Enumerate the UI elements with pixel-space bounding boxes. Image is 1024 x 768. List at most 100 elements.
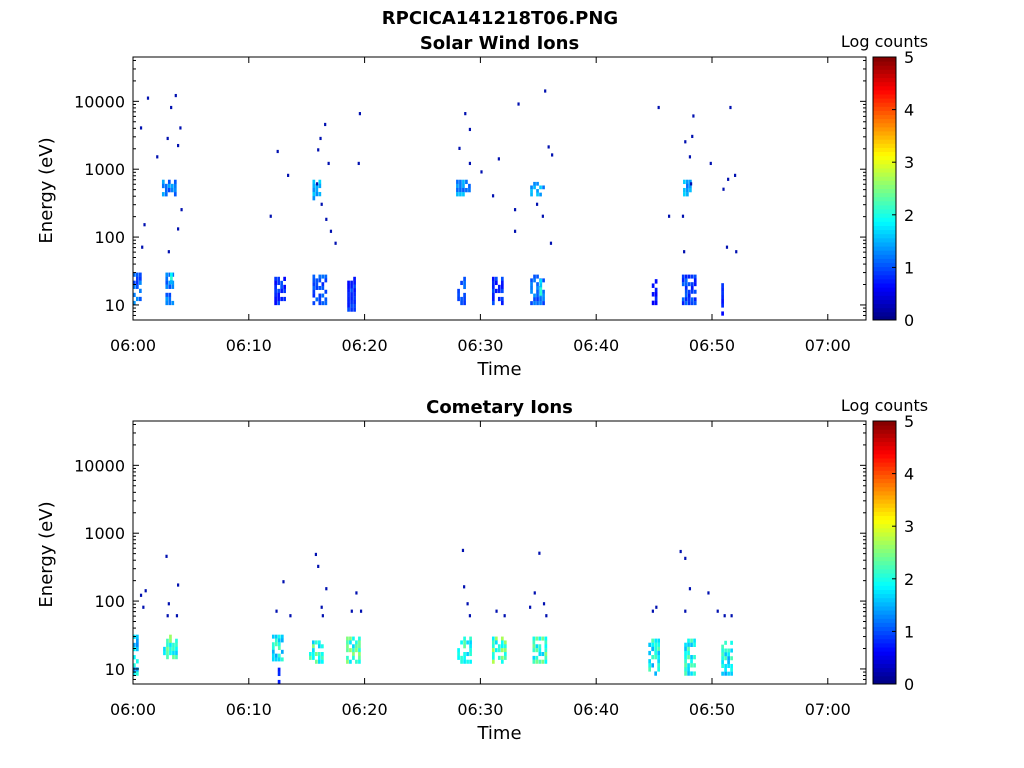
heatmap-cell xyxy=(459,187,462,193)
heatmap-cell xyxy=(690,642,693,648)
heatmap-point xyxy=(357,161,360,166)
heatmap-point xyxy=(334,241,337,245)
heatmap-cell xyxy=(352,655,355,660)
heatmap-point xyxy=(174,93,177,98)
heatmap-cell xyxy=(170,187,174,193)
heatmap-cell xyxy=(654,287,658,293)
heatmap-cell xyxy=(139,276,142,281)
heatmap-cell xyxy=(352,651,355,657)
heatmap-point xyxy=(175,614,179,618)
x-tick-label: 06:20 xyxy=(342,336,388,355)
x-tick-label: 06:10 xyxy=(226,700,272,719)
heatmap-cell xyxy=(687,638,690,643)
heatmap-cell xyxy=(350,296,353,301)
heatmap-cell xyxy=(684,650,687,656)
heatmap-point xyxy=(716,609,719,613)
heatmap-cell xyxy=(533,293,536,298)
heatmap-point xyxy=(282,580,285,584)
heatmap-cell xyxy=(724,671,727,676)
heatmap-cell xyxy=(168,284,172,289)
heatmap-cell xyxy=(500,280,504,286)
heatmap-point xyxy=(535,202,539,206)
heatmap-point xyxy=(320,605,323,609)
heatmap-cell xyxy=(468,183,471,189)
heatmap-cell xyxy=(721,291,724,296)
y-axis-label: Energy (eV) xyxy=(36,501,57,607)
heatmap-point xyxy=(513,229,517,233)
heatmap-cell xyxy=(312,179,316,185)
heatmap-cell xyxy=(347,288,350,293)
heatmap-cell xyxy=(683,192,686,197)
heatmap-cell xyxy=(657,646,661,652)
heatmap-cell xyxy=(309,651,312,657)
heatmap-point xyxy=(320,202,323,206)
heatmap-cell xyxy=(315,651,318,657)
heatmap-point xyxy=(651,609,654,613)
heatmap-cell xyxy=(648,642,652,648)
heatmap-cell xyxy=(657,642,661,648)
heatmap-cell xyxy=(315,183,319,189)
heatmap-point xyxy=(725,245,729,249)
y-axis-label: Energy (eV) xyxy=(36,137,57,243)
heatmap-cell xyxy=(689,179,692,185)
heatmap-point xyxy=(730,614,733,618)
heatmap-cell xyxy=(532,640,536,645)
heatmap-cell xyxy=(456,183,459,189)
heatmap-cell xyxy=(274,284,277,290)
heatmap-cell xyxy=(139,288,142,293)
heatmap-point xyxy=(733,173,737,177)
heatmap-cell xyxy=(283,288,286,294)
heatmap-cell xyxy=(312,196,316,201)
heatmap-cell xyxy=(459,192,462,197)
heatmap-cell xyxy=(139,296,142,302)
heatmap-cell xyxy=(681,301,685,306)
heatmap-point xyxy=(688,587,692,591)
heatmap-cell xyxy=(171,284,175,289)
heatmap-cell xyxy=(690,659,693,664)
heatmap-cell xyxy=(353,299,356,305)
heatmap-cell xyxy=(654,642,658,648)
plot-frame xyxy=(132,56,867,321)
heatmap-cell xyxy=(358,659,361,664)
heatmap-cell xyxy=(353,280,356,285)
heatmap-cell xyxy=(349,636,352,641)
heatmap-cell xyxy=(536,297,539,302)
heatmap-cell xyxy=(460,300,463,306)
heatmap-cell xyxy=(541,659,545,664)
heatmap-cell xyxy=(136,659,139,664)
colorbar-label: Log counts xyxy=(841,396,928,415)
heatmap-point xyxy=(146,96,150,100)
heatmap-cell xyxy=(491,292,495,298)
x-tick-label: 06:00 xyxy=(110,700,156,719)
heatmap-cell xyxy=(536,282,539,287)
heatmap-cell xyxy=(533,185,536,190)
heatmap-cell xyxy=(315,285,319,290)
heatmap-cell xyxy=(538,648,542,653)
heatmap-point xyxy=(544,89,547,93)
heatmap-cell xyxy=(721,644,724,649)
heatmap-cell xyxy=(164,192,168,197)
heatmap-point xyxy=(461,548,465,553)
heatmap-cell xyxy=(271,649,275,654)
heatmap-cell xyxy=(721,287,724,292)
heatmap-point xyxy=(315,182,319,186)
heatmap-cell xyxy=(684,671,687,676)
heatmap-cell xyxy=(687,282,691,287)
heatmap-cell xyxy=(173,183,177,189)
heatmap-cell xyxy=(536,189,539,193)
heatmap-cell xyxy=(173,187,177,193)
heatmap-cell xyxy=(312,191,316,197)
heatmap-cell xyxy=(530,192,533,197)
heatmap-point xyxy=(325,217,328,221)
heatmap-cell xyxy=(133,667,136,672)
heatmap-cell xyxy=(542,185,545,190)
y-tick-label: 10 xyxy=(105,660,125,679)
heatmap-cell xyxy=(465,187,468,193)
heatmap-point xyxy=(679,549,682,554)
heatmap-cell xyxy=(469,636,472,641)
heatmap-point xyxy=(667,214,671,218)
heatmap-cell xyxy=(539,297,542,302)
heatmap-cell xyxy=(500,644,504,649)
heatmap-cell xyxy=(491,300,495,306)
heatmap-cell xyxy=(463,296,466,302)
